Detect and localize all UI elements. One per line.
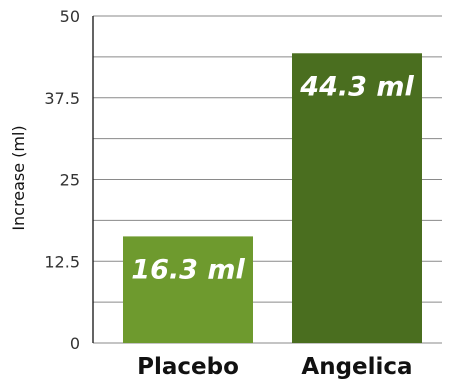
y-tick-label: 50 [60, 7, 80, 26]
data-label: 44.3 ml [299, 71, 414, 102]
y-tick-labels: 0 12.5 25 37.5 50 [44, 7, 80, 353]
y-tick-label: 0 [70, 334, 80, 353]
bars: 16.3 ml 44.3 ml [123, 53, 422, 343]
y-axis-title: Increase (ml) [9, 125, 28, 230]
category-label: Placebo [137, 354, 239, 380]
bar-placebo [123, 236, 253, 343]
data-label: 16.3 ml [131, 254, 245, 285]
y-tick-label: 37.5 [44, 89, 80, 108]
bar-angelica [292, 53, 422, 343]
y-tick-label: 25 [60, 171, 80, 190]
category-label: Angelica [301, 354, 412, 380]
y-tick-label: 12.5 [44, 252, 80, 271]
category-labels: Placebo Angelica [137, 354, 412, 380]
